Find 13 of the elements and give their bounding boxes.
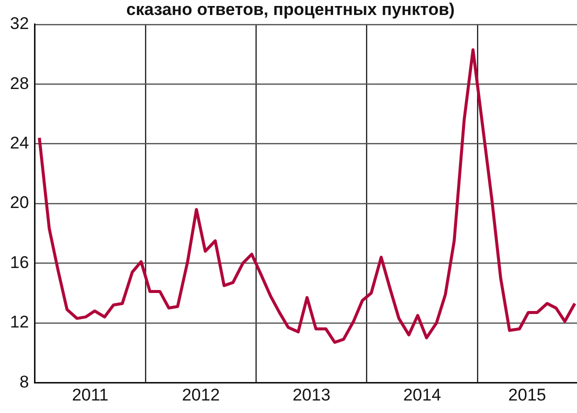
x-tick-label: 2015: [508, 385, 546, 404]
y-tick-label: 24: [10, 133, 29, 152]
y-tick-label: 12: [10, 312, 29, 332]
y-tick-label: 8: [19, 372, 29, 392]
x-tick-label: 2013: [292, 385, 330, 404]
chart-title: сказано ответов, процентных пунктов): [126, 0, 455, 19]
y-tick-label: 32: [10, 14, 29, 34]
y-tick-label: 16: [10, 252, 29, 272]
y-tick-label: 20: [10, 193, 29, 212]
x-tick-label: 2014: [403, 385, 442, 404]
x-tick-label: 2012: [182, 385, 220, 404]
x-tick-label: 2011: [72, 385, 109, 404]
y-tick-label: 28: [10, 74, 29, 93]
